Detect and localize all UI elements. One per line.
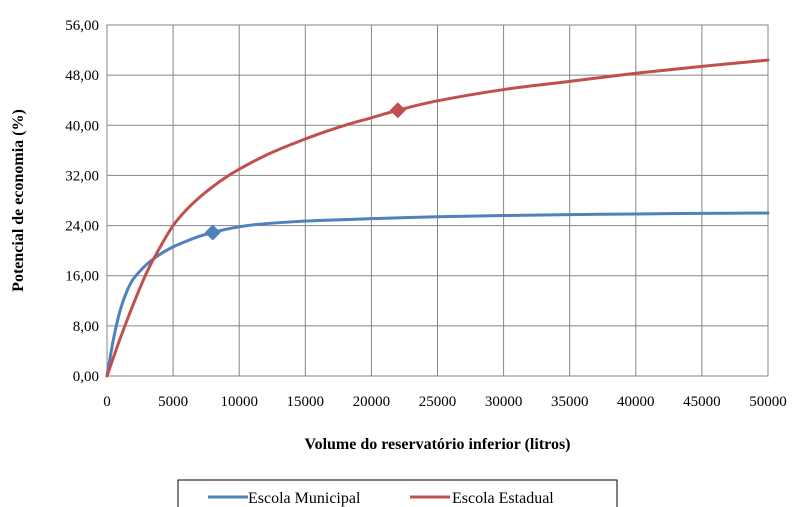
x-axis-title: Volume do reservatório inferior (litros): [304, 436, 570, 453]
x-tick-label: 30000: [485, 394, 523, 410]
y-tick-label: 32,00: [65, 168, 99, 184]
y-tick-label: 40,00: [65, 118, 99, 134]
plot-frame: [106, 24, 769, 377]
y-tick-label: 8,00: [73, 319, 99, 335]
x-tick-label: 15000: [287, 394, 325, 410]
y-tick-label: 0,00: [73, 369, 99, 385]
x-tick-label: 50000: [749, 394, 787, 410]
marker-escola-estadual: [389, 102, 406, 119]
y-tick-label: 24,00: [65, 219, 99, 235]
legend-box: [177, 479, 618, 507]
y-tick-label: 56,00: [65, 18, 99, 34]
series-line-escola-estadual: [105, 58, 770, 378]
x-axis-ticks: 0 5000 10000 15000 20000 25000 30000 35000 40000…: [103, 394, 787, 410]
series-line-escola-municipal: [105, 211, 770, 378]
x-tick-label: 25000: [419, 394, 457, 410]
x-tick-label: 35000: [551, 394, 589, 410]
series-layer: [105, 58, 770, 378]
x-tick-label: 20000: [353, 394, 391, 410]
x-tick-label: 40000: [617, 394, 655, 410]
legend: Escola Municipal Escola Estadual: [177, 479, 618, 507]
legend-label-escola-municipal: Escola Municipal: [248, 490, 361, 507]
y-axis-title: Potencial de economia (%): [10, 109, 27, 292]
grid-lines: [106, 24, 769, 377]
x-tick-label: 0: [103, 394, 111, 410]
y-tick-label: 48,00: [65, 68, 99, 84]
legend-label-escola-estadual: Escola Estadual: [452, 490, 554, 507]
x-tick-label: 10000: [220, 394, 258, 410]
x-tick-label: 5000: [158, 394, 188, 410]
marker-escola-municipal: [204, 224, 221, 241]
x-tick-label: 45000: [683, 394, 721, 410]
y-tick-label: 16,00: [65, 269, 99, 285]
y-axis-ticks: 0,00 8,00 16,00 24,00 32,00 40,00 48,00 56,00: [65, 18, 99, 385]
